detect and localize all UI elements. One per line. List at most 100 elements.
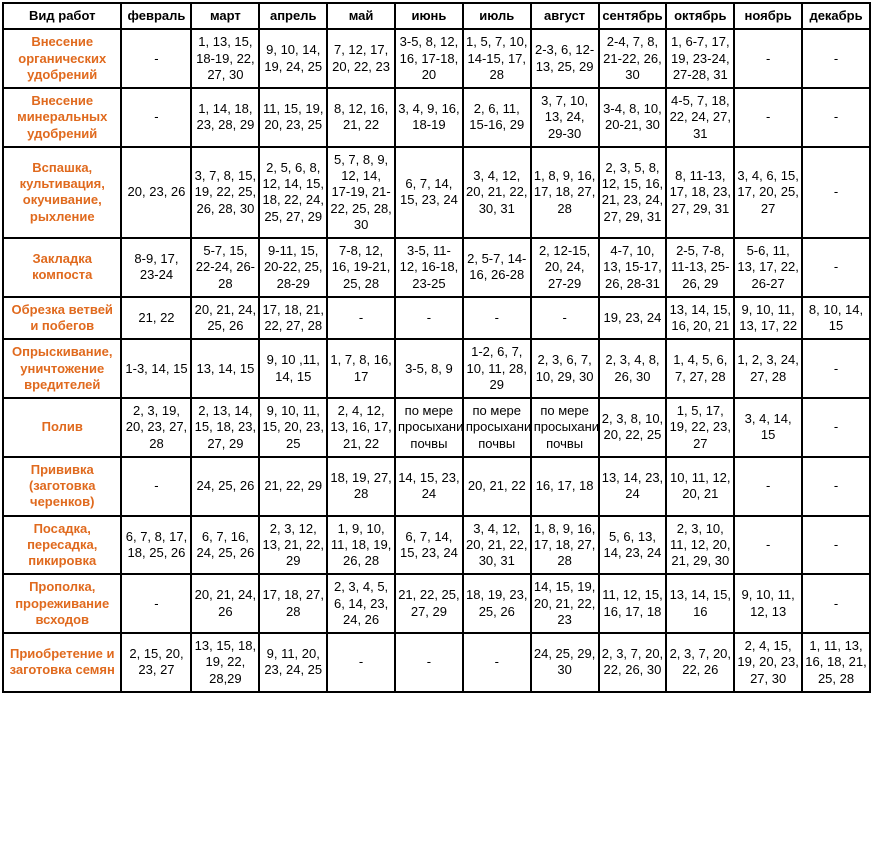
col-header-month: апрель (259, 3, 327, 29)
cell-value: 2, 5, 6, 8, 12, 14, 15, 18, 22, 24, 25, … (259, 147, 327, 238)
cell-value: 5, 6, 13, 14, 23, 24 (599, 516, 667, 575)
cell-value: 3-4, 8, 10, 20-21, 30 (599, 88, 667, 147)
cell-value: 7-8, 12, 16, 19-21, 25, 28 (327, 238, 395, 297)
cell-value: 9, 10, 11, 13, 17, 22 (734, 297, 802, 340)
cell-value: 1, 14, 18, 23, 28, 29 (191, 88, 259, 147)
cell-value: 2, 15, 20, 23, 27 (121, 633, 191, 692)
cell-value: - (327, 297, 395, 340)
cell-value: - (802, 457, 870, 516)
cell-value: 9, 10, 11, 12, 13 (734, 574, 802, 633)
table-body: Внесение органических удобрений-1, 13, 1… (3, 29, 870, 692)
cell-value: 3-5, 8, 12, 16, 17-18, 20 (395, 29, 463, 88)
cell-value: 2, 3, 7, 20, 22, 26, 30 (599, 633, 667, 692)
cell-value: 5-6, 11, 13, 17, 22, 26-27 (734, 238, 802, 297)
cell-value: - (802, 88, 870, 147)
cell-value: 13, 14, 23, 24 (599, 457, 667, 516)
row-label: Приобретение и заготовка семян (3, 633, 121, 692)
row-label: Внесение минеральных удобрений (3, 88, 121, 147)
cell-value: 2-5, 7-8, 11-13, 25-26, 29 (666, 238, 734, 297)
cell-value: 3, 7, 8, 15, 19, 22, 25, 26, 28, 30 (191, 147, 259, 238)
cell-value: 2, 5-7, 14-16, 26-28 (463, 238, 531, 297)
table-row: Внесение минеральных удобрений - 1, 14, 18… (3, 88, 870, 147)
col-header-month: август (531, 3, 599, 29)
cell-value: 18, 19, 23, 25, 26 (463, 574, 531, 633)
cell-value: 2, 3, 6, 7, 10, 29, 30 (531, 339, 599, 398)
cell-value: - (802, 574, 870, 633)
table-row: Закладка компоста8-9, 17, 23-245-7, 15, … (3, 238, 870, 297)
cell-value: - (734, 457, 802, 516)
cell-value: - (327, 633, 395, 692)
cell-value: 18, 19, 27, 28 (327, 457, 395, 516)
cell-value: 2, 3, 10, 11, 12, 20, 21, 29, 30 (666, 516, 734, 575)
row-label: Полив (3, 398, 121, 457)
cell-value: 1-2, 6, 7, 10, 11, 28, 29 (463, 339, 531, 398)
cell-value: 3, 7, 10, 13, 24, 29-30 (531, 88, 599, 147)
cell-value: 1, 5, 7, 10, 14-15, 17, 28 (463, 29, 531, 88)
row-label: Посадка, пересадка, пикировка (3, 516, 121, 575)
cell-value: - (734, 516, 802, 575)
cell-value: 2, 4, 12, 13, 16, 17, 21, 22 (327, 398, 395, 457)
cell-value: 24, 25, 29, 30 (531, 633, 599, 692)
cell-value: 19, 23, 24 (599, 297, 667, 340)
cell-value: - (802, 516, 870, 575)
cell-value: 14, 15, 23, 24 (395, 457, 463, 516)
cell-value: 13, 14, 15, 16, 20, 21 (666, 297, 734, 340)
col-header-month: май (327, 3, 395, 29)
cell-value: 3, 4, 9, 16, 18-19 (395, 88, 463, 147)
col-header-month: декабрь (802, 3, 870, 29)
col-header-month: октябрь (666, 3, 734, 29)
cell-value: - (802, 339, 870, 398)
cell-value: 21, 22, 25, 27, 29 (395, 574, 463, 633)
cell-value: 20, 21, 24, 26 (191, 574, 259, 633)
cell-value: 13, 15, 18, 19, 22, 28,29 (191, 633, 259, 692)
cell-value: 2, 3, 7, 20, 22, 26 (666, 633, 734, 692)
cell-value: 1, 8, 9, 16, 17, 18, 27, 28 (531, 147, 599, 238)
row-label: Закладка компоста (3, 238, 121, 297)
cell-value: 3, 4, 12, 20, 21, 22, 30, 31 (463, 147, 531, 238)
cell-value: 11, 12, 15, 16, 17, 18 (599, 574, 667, 633)
cell-value: 2, 3, 5, 8, 12, 15, 16, 21, 23, 24, 27, … (599, 147, 667, 238)
cell-value: 1, 6-7, 17, 19, 23-24, 27-28, 31 (666, 29, 734, 88)
cell-value: 1-3, 14, 15 (121, 339, 191, 398)
table-row: Вспашка, культивация, окучивание, рыхлен… (3, 147, 870, 238)
col-header-type: Вид работ (3, 3, 121, 29)
cell-value: 8, 10, 14, 15 (802, 297, 870, 340)
cell-value: - (802, 238, 870, 297)
header-row: Вид работфевральмартапрельмайиюньиюльавг… (3, 3, 870, 29)
table-row: Опрыскивание, уничтожение вредителей1-3,… (3, 339, 870, 398)
cell-value: 1, 8, 9, 16, 17, 18, 27, 28 (531, 516, 599, 575)
cell-value: 6, 7, 16, 24, 25, 26 (191, 516, 259, 575)
table-row: Обрезка ветвей и побегов21, 2220, 21, 24… (3, 297, 870, 340)
cell-value: 5, 7, 8, 9, 12, 14, 17-19, 21-22, 25, 28… (327, 147, 395, 238)
cell-value: 8, 12, 16, 21, 22 (327, 88, 395, 147)
cell-value: 9, 11, 20, 23, 24, 25 (259, 633, 327, 692)
calendar-table: Вид работфевральмартапрельмайиюньиюльавг… (2, 2, 871, 693)
cell-value: 2, 3, 4, 5, 6, 14, 23, 24, 26 (327, 574, 395, 633)
cell-value: - (395, 297, 463, 340)
cell-value: 1, 2, 3, 24, 27, 28 (734, 339, 802, 398)
cell-value: 9-11, 15, 20-22, 25, 28-29 (259, 238, 327, 297)
table-row: Прополка, прореживание всходов-20, 21, 2… (3, 574, 870, 633)
cell-value: 9, 10, 14, 19, 24, 25 (259, 29, 327, 88)
cell-value: по мере просыхания почвы (395, 398, 463, 457)
cell-value: 20, 23, 26 (121, 147, 191, 238)
row-label: Опрыскивание, уничтожение вредителей (3, 339, 121, 398)
cell-value: 1, 5, 17, 19, 22, 23, 27 (666, 398, 734, 457)
cell-value: 2, 3, 4, 8, 26, 30 (599, 339, 667, 398)
col-header-month: июль (463, 3, 531, 29)
cell-value: - (802, 398, 870, 457)
cell-value: 3-5, 8, 9 (395, 339, 463, 398)
cell-value: 20, 21, 22 (463, 457, 531, 516)
cell-value: 8, 11-13, 17, 18, 23, 27, 29, 31 (666, 147, 734, 238)
cell-value: 17, 18, 27, 28 (259, 574, 327, 633)
table-row: Приобретение и заготовка семян2, 15, 20,… (3, 633, 870, 692)
cell-value: - (121, 29, 191, 88)
cell-value: 2, 3, 8, 10, 20, 22, 25 (599, 398, 667, 457)
cell-value: 3-5, 11-12, 16-18, 23-25 (395, 238, 463, 297)
row-label: Обрезка ветвей и побегов (3, 297, 121, 340)
row-label: Внесение органических удобрений (3, 29, 121, 88)
col-header-month: март (191, 3, 259, 29)
cell-value: 14, 15, 19, 20, 21, 22, 23 (531, 574, 599, 633)
cell-value: 4-5, 7, 18, 22, 24, 27, 31 (666, 88, 734, 147)
cell-value: 3, 4, 6, 15, 17, 20, 25, 27 (734, 147, 802, 238)
